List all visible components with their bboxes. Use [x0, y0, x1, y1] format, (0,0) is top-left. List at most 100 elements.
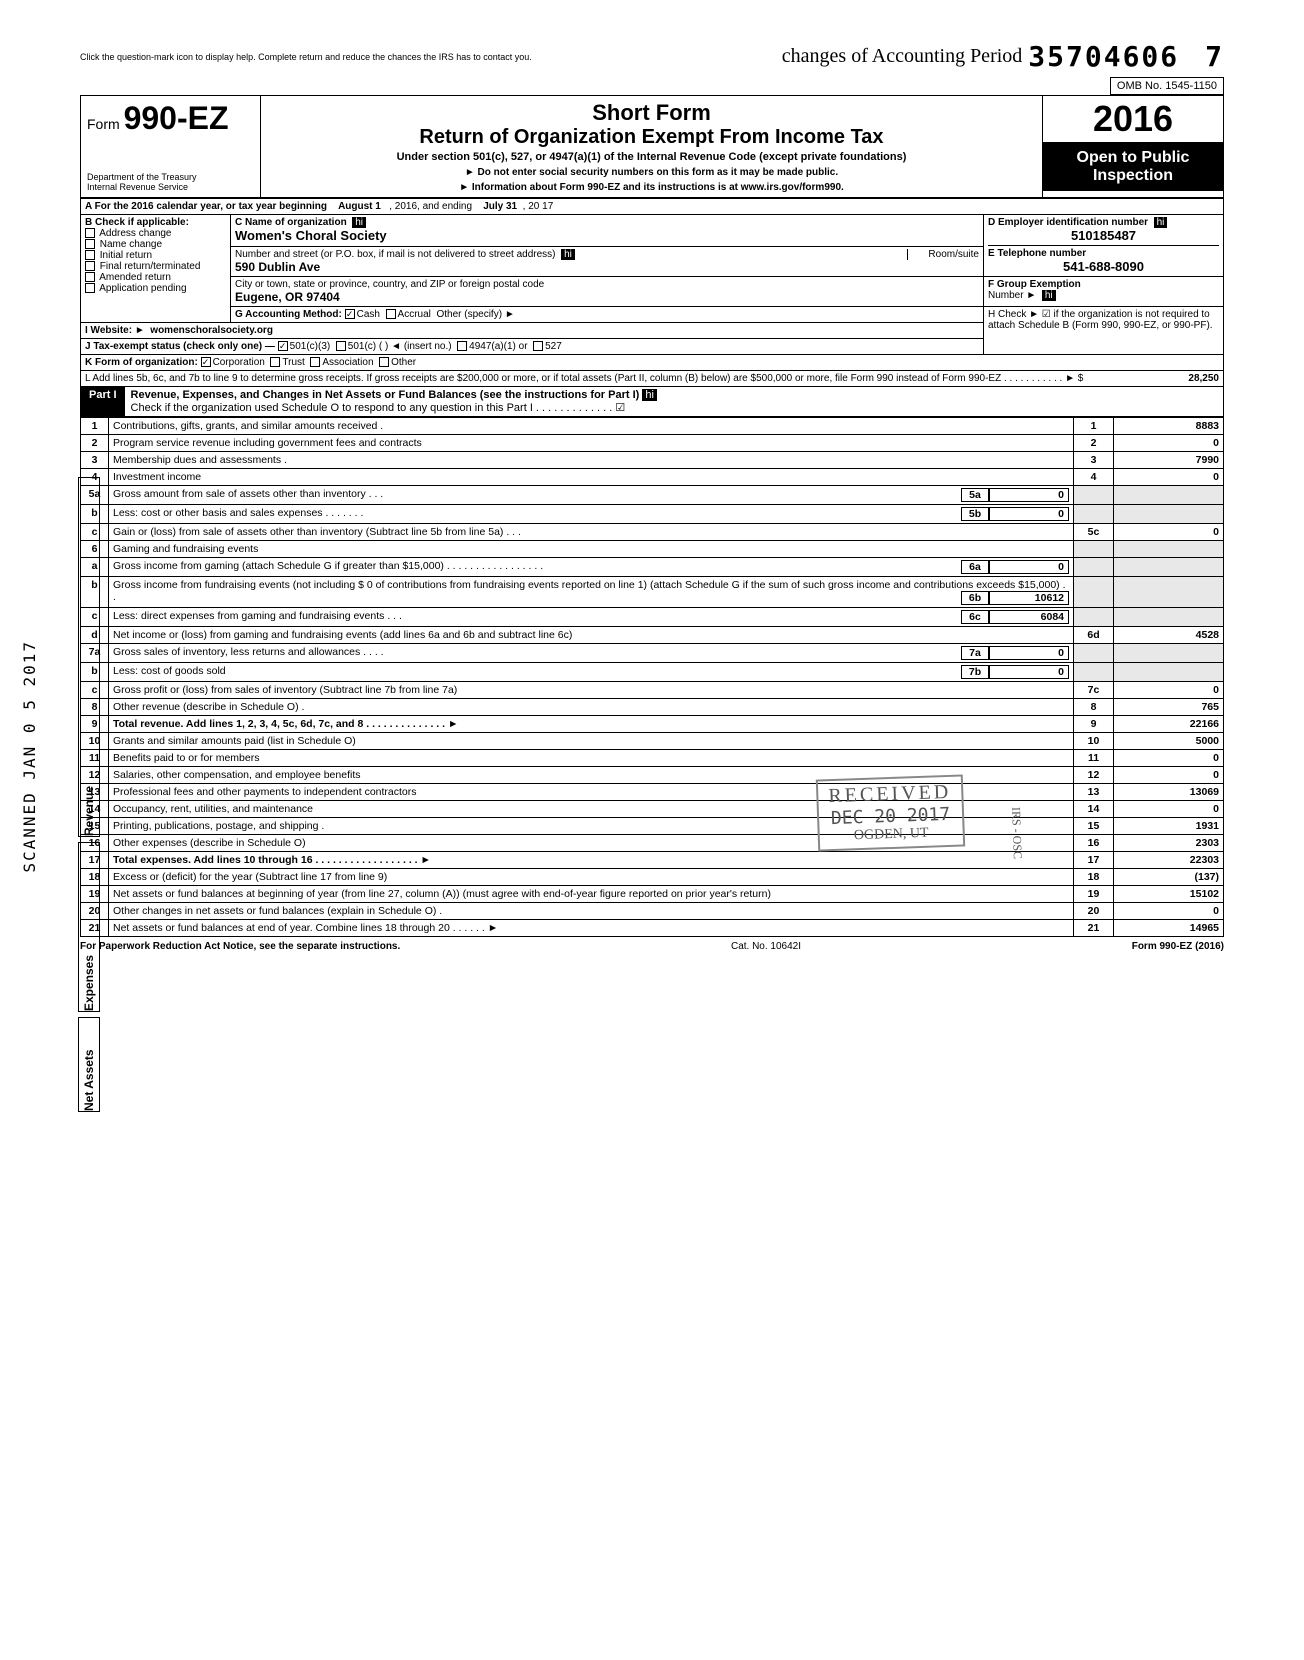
line-amount: 7990	[1114, 452, 1224, 469]
line-col: 19	[1074, 886, 1114, 903]
line-amount: 0	[1114, 524, 1224, 541]
open-to-public: Open to PublicInspection	[1043, 143, 1223, 191]
line-col-shade	[1074, 486, 1114, 505]
website: womenschoralsociety.org	[150, 325, 273, 336]
line-col: 17	[1074, 852, 1114, 869]
section-g-label: G Accounting Method:	[235, 309, 342, 320]
form-footer: Form 990-EZ (2016)	[1132, 941, 1224, 952]
street: 590 Dublin Ave	[235, 260, 320, 274]
line-col: 5c	[1074, 524, 1114, 541]
501c3-checkbox[interactable]: ✓	[278, 341, 288, 351]
info-link: ► Information about Form 990-EZ and its …	[269, 182, 1034, 193]
line-col-shade	[1074, 644, 1114, 663]
line-amount: 14965	[1114, 920, 1224, 937]
line-desc: Other changes in net assets or fund bala…	[109, 903, 1074, 920]
form-title: Return of Organization Exempt From Incom…	[269, 126, 1034, 149]
top-instruction: Click the question-mark icon to display …	[80, 52, 776, 62]
ein: 510185487	[988, 228, 1219, 243]
tax-year-end-yr: , 20 17	[523, 201, 554, 212]
city-state-zip: Eugene, OR 97404	[235, 290, 340, 304]
line-desc: Program service revenue including govern…	[109, 435, 1074, 452]
revenue-side-label: Revenue	[78, 477, 100, 837]
line-col: 18	[1074, 869, 1114, 886]
line-a-mid: , 2016, and ending	[389, 201, 472, 212]
tax-year-end: July 31	[483, 201, 517, 212]
dept-label: Department of the TreasuryInternal Reven…	[87, 173, 254, 193]
paperwork-notice: For Paperwork Reduction Act Notice, see …	[80, 941, 400, 952]
line-amount: 15102	[1114, 886, 1224, 903]
line-col-shade	[1074, 663, 1114, 682]
b-checkbox[interactable]	[85, 283, 95, 293]
line-col: 21	[1074, 920, 1114, 937]
b-checkbox[interactable]	[85, 272, 95, 282]
501c-checkbox[interactable]	[336, 341, 346, 351]
line-desc: Excess or (deficit) for the year (Subtra…	[109, 869, 1074, 886]
line-desc: Gross income from gaming (attach Schedul…	[109, 558, 1074, 577]
other-org-label: Other	[391, 357, 416, 368]
line-desc: Other revenue (describe in Schedule O) .	[109, 699, 1074, 716]
4947-checkbox[interactable]	[457, 341, 467, 351]
line-amount-shade	[1114, 558, 1224, 577]
omb-number: OMB No. 1545-1150	[1110, 77, 1224, 95]
line-desc: Gain or (loss) from sale of assets other…	[109, 524, 1074, 541]
other-org-checkbox[interactable]	[379, 357, 389, 367]
line-desc: Less: cost of goods sold 7b0	[109, 663, 1074, 682]
b-checkbox[interactable]	[85, 261, 95, 271]
scanned-stamp: SCANNED JAN 0 5 2017	[20, 640, 39, 873]
warning-ssn: ► Do not enter social security numbers o…	[269, 167, 1034, 178]
tax-year: 20201616	[1043, 96, 1223, 143]
line-desc: Less: direct expenses from gaming and fu…	[109, 608, 1074, 627]
line-amount-shade	[1114, 577, 1224, 608]
line-col: 8	[1074, 699, 1114, 716]
line-amount: 2303	[1114, 835, 1224, 852]
section-b-label: B Check if applicable:	[85, 217, 189, 228]
line-desc: Less: cost or other basis and sales expe…	[109, 505, 1074, 524]
line-a-label: A For the 2016 calendar year, or tax yea…	[85, 201, 327, 212]
received-stamp: RECEIVED DEC 20 2017 OGDEN, UT	[816, 774, 965, 851]
line-desc: Gross sales of inventory, less returns a…	[109, 644, 1074, 663]
line-col: 20	[1074, 903, 1114, 920]
expenses-side-label: Expenses	[78, 842, 100, 1012]
section-k-label: K Form of organization:	[85, 357, 198, 368]
line-amount: 0	[1114, 682, 1224, 699]
page-footer: For Paperwork Reduction Act Notice, see …	[80, 941, 1224, 952]
line-amount: 0	[1114, 801, 1224, 818]
b-checkbox[interactable]	[85, 250, 95, 260]
corp-checkbox[interactable]: ✓	[201, 357, 211, 367]
line-amount-shade	[1114, 608, 1224, 627]
line-amount: 765	[1114, 699, 1224, 716]
line-number: 3	[81, 452, 109, 469]
form-header: Form 990-EZ Department of the TreasuryIn…	[80, 95, 1224, 198]
line-desc: Investment income	[109, 469, 1074, 486]
cash-checkbox[interactable]: ✓	[345, 309, 355, 319]
line-amount: 0	[1114, 903, 1224, 920]
line-col: 9	[1074, 716, 1114, 733]
line-desc: Net income or (loss) from gaming and fun…	[109, 627, 1074, 644]
dln: 35704606	[1028, 40, 1179, 73]
line-desc: Grants and similar amounts paid (list in…	[109, 733, 1074, 750]
line-amount-shade	[1114, 541, 1224, 558]
line-desc: Gross amount from sale of assets other t…	[109, 486, 1074, 505]
section-f-number: Number ►	[988, 290, 1036, 301]
line-l-text: L Add lines 5b, 6c, and 7b to line 9 to …	[85, 373, 1083, 384]
line-amount: 0	[1114, 435, 1224, 452]
accrual-checkbox[interactable]	[386, 309, 396, 319]
line-amount-shade	[1114, 486, 1224, 505]
assoc-checkbox[interactable]	[310, 357, 320, 367]
line-amount: 8883	[1114, 418, 1224, 435]
line-desc: Benefits paid to or for members	[109, 750, 1074, 767]
line-amount: 0	[1114, 469, 1224, 486]
line-col-shade	[1074, 505, 1114, 524]
line-amount-shade	[1114, 644, 1224, 663]
b-checkbox[interactable]	[85, 239, 95, 249]
line-desc: Net assets or fund balances at beginning…	[109, 886, 1074, 903]
527-label: 527	[545, 341, 562, 352]
section-e-label: E Telephone number	[988, 248, 1086, 259]
accrual-label: Accrual	[398, 309, 431, 320]
trust-checkbox[interactable]	[270, 357, 280, 367]
527-checkbox[interactable]	[533, 341, 543, 351]
line-col: 10	[1074, 733, 1114, 750]
addr-label: Number and street (or P.O. box, if mail …	[235, 249, 556, 260]
line-col: 4	[1074, 469, 1114, 486]
b-checkbox[interactable]	[85, 228, 95, 238]
